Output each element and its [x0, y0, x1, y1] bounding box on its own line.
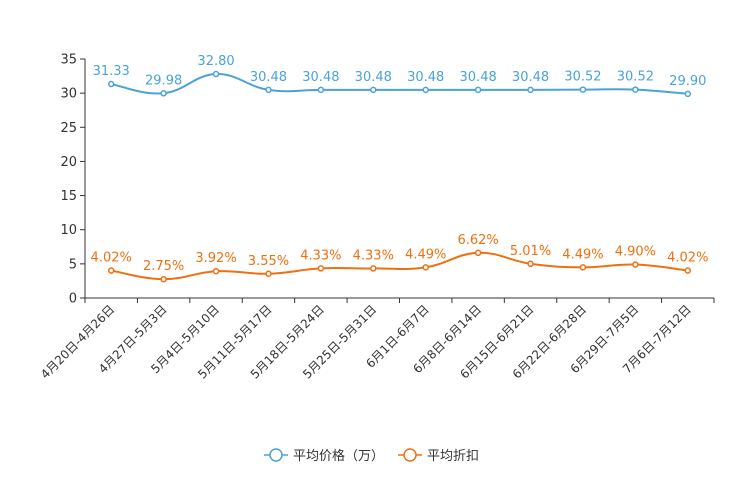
legend-label: 平均折扣 [427, 449, 479, 464]
y-tick-label: 15 [60, 189, 77, 204]
data-label: 32.80 [197, 54, 234, 69]
data-point[interactable] [107, 80, 115, 88]
data-point[interactable] [107, 267, 115, 274]
y-tick-label: 20 [60, 155, 77, 170]
data-label: 30.48 [407, 70, 444, 85]
data-label: 3.55% [248, 254, 289, 269]
data-point[interactable] [370, 265, 377, 272]
series-line [111, 73, 688, 95]
y-tick-label: 35 [60, 53, 77, 68]
data-label: 30.52 [564, 70, 601, 85]
data-label: 6.62% [457, 233, 498, 248]
data-point[interactable] [684, 90, 692, 98]
data-label: 4.90% [615, 245, 656, 260]
data-point[interactable] [579, 86, 587, 93]
legend-label: 平均价格（万） [293, 448, 384, 464]
series-1: 4.02% 2.75% 3.92% 3.55% 4.33% 4.33% 4.49% 6.62%… [91, 233, 708, 283]
data-point[interactable] [160, 275, 167, 283]
data-label: 30.48 [512, 70, 549, 85]
data-point[interactable] [422, 86, 429, 94]
data-label: 3.92% [195, 251, 236, 266]
data-label: 4.49% [405, 247, 446, 262]
data-point[interactable] [632, 261, 639, 268]
data-point[interactable] [212, 70, 220, 78]
data-point[interactable] [684, 267, 692, 274]
series-0: 31.33 29.98 32.80 30.48 30.48 30.48 30.48 30.48… [93, 54, 706, 98]
y-tick-label: 30 [60, 87, 77, 102]
y-tick-label: 5 [69, 257, 77, 272]
data-point[interactable] [160, 90, 167, 97]
data-point[interactable] [422, 264, 429, 271]
data-label: 4.02% [667, 251, 708, 266]
data-label: 30.48 [460, 70, 497, 85]
data-point[interactable] [579, 264, 587, 271]
y-tick-label: 25 [60, 121, 77, 136]
data-point[interactable] [317, 265, 325, 272]
data-point[interactable] [317, 86, 325, 94]
legend: 平均价格（万） 平均折扣 [264, 448, 479, 464]
axes: 051015202530354月20日-4月26日4月27日-5月3日5月4日-… [38, 53, 715, 382]
data-label: 5.01% [510, 244, 551, 259]
legend-item-0[interactable]: 平均价格（万） [264, 448, 384, 464]
data-point[interactable] [212, 267, 220, 275]
data-label: 29.98 [145, 73, 182, 88]
data-label: 30.48 [355, 70, 392, 85]
data-point[interactable] [474, 249, 482, 257]
series-layer: 31.33 29.98 32.80 30.48 30.48 30.48 30.48 30.48… [91, 54, 708, 283]
data-label: 2.75% [143, 259, 184, 274]
data-label: 29.90 [669, 74, 706, 89]
data-label: 30.48 [302, 70, 339, 85]
data-point[interactable] [527, 260, 534, 268]
data-label: 30.52 [617, 70, 654, 85]
series-line [111, 251, 688, 281]
data-label: 4.33% [300, 248, 341, 263]
data-point[interactable] [527, 86, 534, 94]
data-label: 31.33 [93, 64, 130, 79]
legend-marker-icon [403, 448, 417, 462]
data-label: 30.48 [250, 70, 287, 85]
data-point[interactable] [370, 86, 377, 94]
y-tick-label: 10 [60, 223, 77, 238]
data-point[interactable] [632, 86, 639, 93]
y-tick-label: 0 [69, 292, 77, 307]
legend-item-1[interactable]: 平均折扣 [398, 448, 479, 464]
data-point[interactable] [265, 270, 272, 278]
data-point[interactable] [474, 86, 482, 94]
legend-marker-icon [269, 448, 283, 462]
data-point[interactable] [265, 86, 272, 94]
data-label: 4.02% [91, 251, 132, 266]
data-label: 4.33% [353, 248, 394, 263]
data-label: 4.49% [562, 247, 603, 262]
